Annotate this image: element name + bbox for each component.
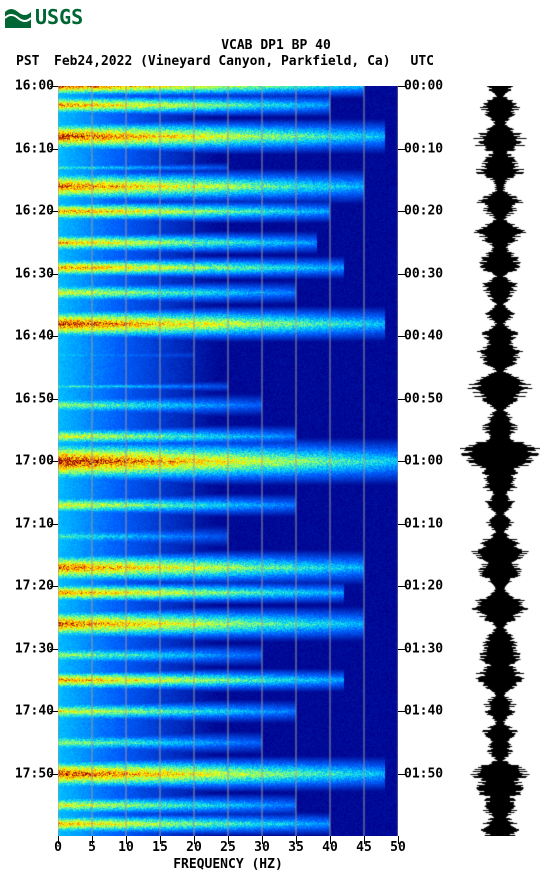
pst-tick-label: 17:20: [8, 579, 54, 594]
spectrogram-plot: [58, 86, 398, 836]
logo-text: USGS: [35, 5, 83, 29]
y-tick: [50, 774, 58, 775]
pst-tick-label: 16:50: [8, 391, 54, 406]
y-tick: [398, 399, 406, 400]
y-tick: [398, 336, 406, 337]
y-tick: [398, 461, 406, 462]
y-tick: [398, 86, 406, 87]
usgs-logo: USGS: [5, 5, 83, 29]
y-tick: [50, 86, 58, 87]
y-tick: [50, 399, 58, 400]
x-tick: [194, 836, 195, 844]
x-tick: [262, 836, 263, 844]
y-tick: [398, 149, 406, 150]
utc-tick-label: 01:50: [404, 766, 450, 781]
y-tick: [50, 211, 58, 212]
y-tick: [50, 711, 58, 712]
y-tick: [50, 149, 58, 150]
y-tick: [50, 336, 58, 337]
utc-tick-label: 00:10: [404, 141, 450, 156]
waveform-canvas: [460, 86, 540, 836]
pst-tick-label: 16:00: [8, 79, 54, 94]
wave-icon: [5, 6, 31, 28]
chart-title: VCAB DP1 BP 40: [0, 38, 552, 53]
y-tick: [50, 586, 58, 587]
pst-tick-label: 17:00: [8, 454, 54, 469]
x-tick: [160, 836, 161, 844]
x-tick: [58, 836, 59, 844]
y-tick: [50, 461, 58, 462]
spectrogram-canvas: [58, 86, 398, 836]
x-tick: [296, 836, 297, 844]
y-tick: [398, 274, 406, 275]
utc-tick-label: 00:40: [404, 329, 450, 344]
y-tick: [398, 649, 406, 650]
y-tick: [398, 774, 406, 775]
utc-tick-label: 01:30: [404, 641, 450, 656]
y-tick: [50, 524, 58, 525]
pst-tick-label: 16:20: [8, 204, 54, 219]
utc-tick-label: 01:00: [404, 454, 450, 469]
x-tick: [126, 836, 127, 844]
utc-tick-label: 00:00: [404, 79, 450, 94]
x-tick: [364, 836, 365, 844]
utc-tick-label: 01:20: [404, 579, 450, 594]
utc-tick-label: 01:10: [404, 516, 450, 531]
pst-tick-label: 17:30: [8, 641, 54, 656]
pst-tick-label: 17:50: [8, 766, 54, 781]
utc-label: UTC: [411, 54, 434, 69]
y-tick: [398, 711, 406, 712]
pst-tick-label: 17:40: [8, 704, 54, 719]
y-tick: [50, 274, 58, 275]
x-tick: [228, 836, 229, 844]
y-tick: [398, 211, 406, 212]
utc-tick-label: 01:40: [404, 704, 450, 719]
pst-tick-label: 16:10: [8, 141, 54, 156]
pst-tick-label: 16:40: [8, 329, 54, 344]
x-tick: [92, 836, 93, 844]
utc-tick-label: 00:20: [404, 204, 450, 219]
pst-tick-label: 16:30: [8, 266, 54, 281]
y-tick: [50, 649, 58, 650]
date-label: Feb24,2022 (Vineyard Canyon, Parkfield, …: [54, 54, 391, 69]
utc-tick-label: 00:50: [404, 391, 450, 406]
x-tick: [398, 836, 399, 844]
y-tick: [398, 586, 406, 587]
x-axis-title: FREQUENCY (HZ): [58, 857, 398, 872]
pst-tick-label: 17:10: [8, 516, 54, 531]
x-tick: [330, 836, 331, 844]
utc-tick-label: 00:30: [404, 266, 450, 281]
pst-label: PST: [16, 54, 39, 69]
y-tick: [398, 524, 406, 525]
